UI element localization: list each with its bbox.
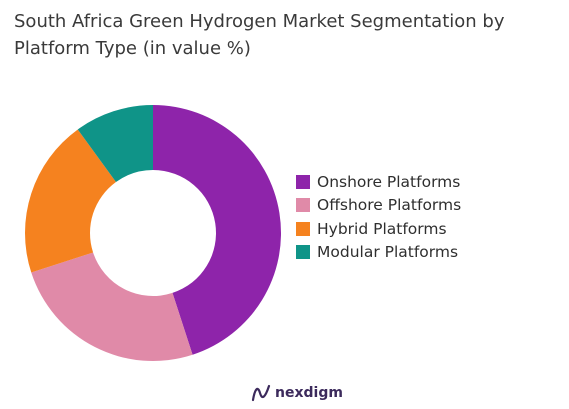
donut-slice-modular-platforms	[77, 105, 153, 183]
legend-item: Modular Platforms	[296, 241, 461, 265]
legend-swatch	[296, 221, 310, 236]
legend-swatch	[296, 198, 310, 213]
donut-slice-onshore-platforms	[153, 105, 281, 355]
chart-legend: Onshore Platforms Offshore Platforms Hybri…	[296, 170, 461, 264]
chart-title-line-2: Platform Type (in value %)	[14, 38, 251, 59]
donut-slice-hybrid-platforms	[24, 129, 116, 273]
legend-item: Hybrid Platforms	[296, 217, 461, 241]
legend-label: Modular Platforms	[317, 243, 459, 262]
brand-name: nexdigm	[275, 385, 343, 401]
legend-label: Onshore Platforms	[317, 172, 461, 191]
legend-swatch	[296, 174, 310, 189]
donut-slice-offshore-platforms	[31, 252, 193, 361]
legend-item: Offshore Platforms	[296, 194, 461, 218]
legend-label: Offshore Platforms	[317, 196, 462, 215]
brand-logo: nexdigm	[251, 384, 343, 402]
legend-item: Onshore Platforms	[296, 170, 461, 194]
legend-label: Hybrid Platforms	[317, 219, 447, 238]
legend-swatch	[296, 245, 310, 260]
chart-title: South Africa Green Hydrogen Market Segme…	[14, 8, 559, 62]
donut-slices	[24, 105, 281, 361]
chart-title-line-1: South Africa Green Hydrogen Market Segme…	[14, 11, 505, 32]
nexdigm-logo-icon	[251, 384, 271, 402]
